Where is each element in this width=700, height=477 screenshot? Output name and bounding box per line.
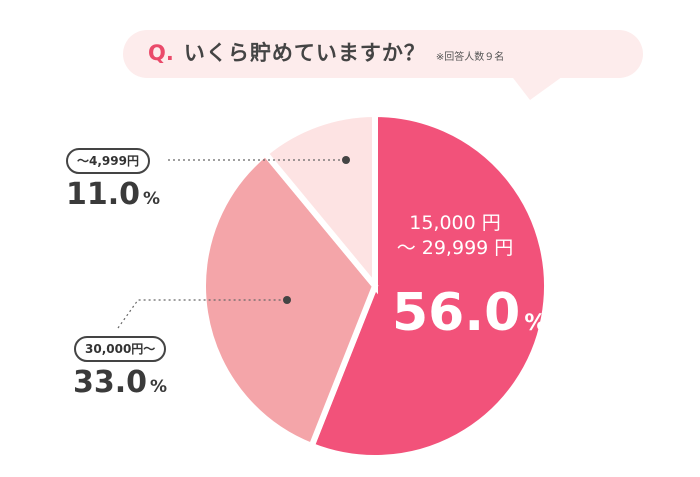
question-prefix: Q. — [148, 41, 174, 65]
question-bubble — [123, 30, 643, 78]
value-under-5000-unit: % — [143, 189, 161, 209]
value-over-30000: 33.0% — [73, 368, 167, 398]
leader-line-over-30000 — [117, 299, 287, 329]
value-15000-29999: 56.0% — [392, 287, 546, 339]
leader-dot-over-30000 — [283, 296, 291, 304]
label-15000-29999-line1: 15,000 円 — [409, 212, 501, 234]
value-over-30000-unit: % — [150, 377, 168, 397]
label-15000-29999: 15,000 円 〜 29,999 円 — [385, 211, 525, 261]
label-15000-29999-line2: 〜 29,999 円 — [396, 237, 514, 259]
value-15000-29999-unit: % — [524, 311, 547, 336]
label-badge-under-5000: 〜4,999円 — [66, 148, 150, 174]
value-under-5000-number: 11.0 — [66, 177, 141, 212]
value-over-30000-number: 33.0 — [73, 365, 148, 400]
question-title: Q. いくら貯めていますか？ ※回答人数９名 — [148, 37, 504, 71]
question-text: いくら貯めていますか？ — [183, 41, 426, 65]
value-under-5000: 11.0% — [66, 180, 160, 210]
label-badge-over-30000: 30,000円〜 — [74, 336, 167, 362]
slice-15000-29999 — [307, 110, 550, 461]
value-15000-29999-number: 56.0 — [392, 283, 521, 343]
leader-dot-under-5000 — [342, 156, 350, 164]
respondent-note: ※回答人数９名 — [435, 52, 505, 63]
